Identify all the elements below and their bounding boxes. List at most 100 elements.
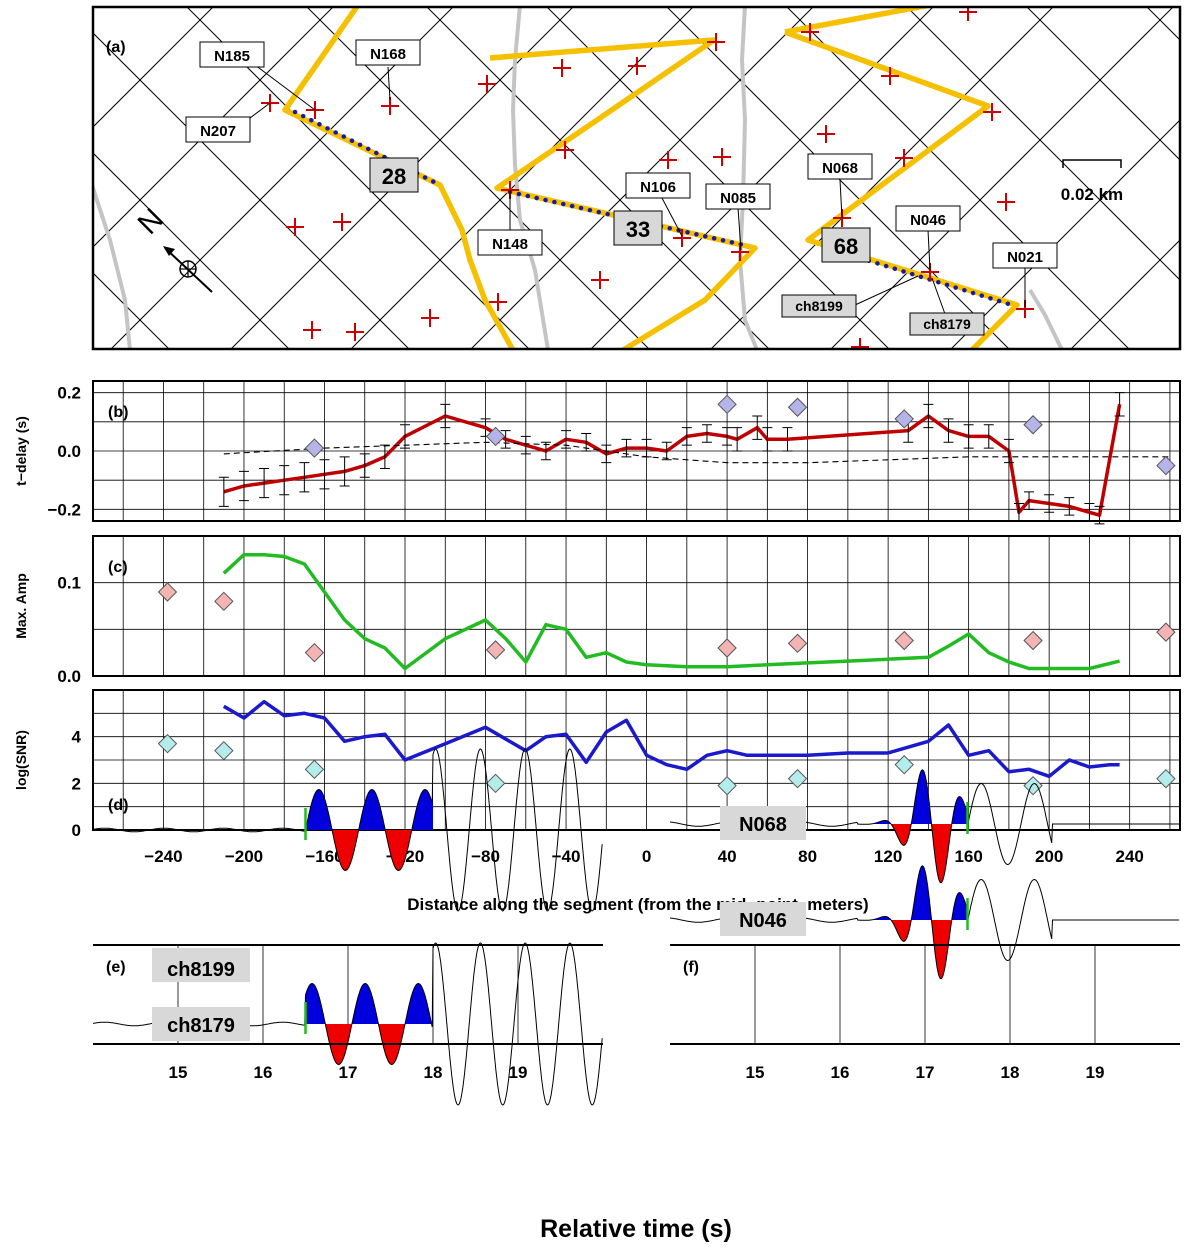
segment-number-33: 33 — [626, 217, 650, 242]
xtick-label: −240 — [144, 847, 182, 866]
panel-label-b: (b) — [108, 404, 128, 421]
error-bar — [722, 427, 733, 446]
node-marker — [997, 193, 1015, 211]
channel-box-ch8199 — [781, 294, 857, 318]
diamond-point — [894, 754, 914, 775]
error-bar — [752, 415, 763, 440]
series-line — [223, 403, 1122, 517]
node-marker — [286, 218, 304, 236]
reference-line — [223, 441, 1170, 464]
panel-f: 15 16 17 18 19 N068 N046 (f) — [669, 769, 1180, 1082]
node-marker — [817, 125, 835, 143]
segment-box-28 — [369, 157, 419, 193]
cable-path-2 — [489, 37, 758, 349]
map-grid-line — [93, 7, 214, 128]
station-label-n148: N148 — [492, 236, 528, 253]
panel-c-yticks: 0.0 0.1 — [57, 574, 81, 686]
xtick-label: 120 — [874, 847, 902, 866]
panel-label-f: (f) — [683, 959, 699, 976]
leader-n046 — [927, 229, 931, 271]
panel-c-marks — [157, 552, 1176, 671]
map-grid-line — [93, 7, 94, 8]
waveform-trace — [92, 748, 603, 912]
error-bar — [1114, 392, 1125, 417]
map-grid-line — [0, 0, 100, 400]
node-marker — [881, 67, 899, 85]
waveform-negative-fill — [857, 920, 968, 979]
station-box-n106 — [625, 172, 691, 199]
diamond-point — [787, 397, 808, 417]
error-bar — [1064, 497, 1075, 516]
panel-d: 024 −240−200−160−120−80−4004080120160200… — [13, 689, 1181, 866]
waveform-negative-fill — [305, 830, 433, 871]
ytick-label: 0 — [72, 821, 81, 840]
diamond-point — [1023, 775, 1043, 796]
map-frame — [91, 5, 1182, 351]
station-box-n046 — [895, 205, 961, 232]
node-marker — [303, 321, 321, 339]
map-grid-line — [470, 7, 814, 349]
xtick-label: −80 — [471, 847, 500, 866]
station-box-n021 — [992, 242, 1058, 269]
map-grid-line — [1070, 239, 1180, 349]
error-bar — [319, 459, 330, 490]
diamond-point — [1023, 630, 1043, 651]
error-bar — [661, 441, 672, 461]
xtick-label: 40 — [718, 847, 737, 866]
ytick-label: 0.2 — [57, 384, 81, 403]
ytick-label: 0.1 — [57, 574, 81, 593]
station-box-n185 — [199, 41, 265, 68]
map-grid-line — [93, 7, 334, 248]
ytick-label: 0.0 — [57, 667, 81, 686]
panel-b-yticks: −0.2 0.0 0.2 — [47, 384, 81, 520]
xtick-label: 19 — [509, 1063, 528, 1082]
series-line — [222, 699, 1120, 779]
map-grid-line — [830, 7, 1174, 349]
waveform-negative-fill — [857, 824, 968, 883]
station-label-n021: N021 — [1007, 249, 1043, 266]
station-label-n046: N046 — [910, 212, 946, 229]
diamond-point — [304, 642, 325, 663]
diamond-point — [717, 394, 737, 415]
node-marker — [851, 338, 869, 349]
station-label-n168: N168 — [370, 46, 406, 63]
panel-b-frame — [92, 380, 1181, 522]
diamond-point — [157, 733, 178, 754]
road-2 — [510, 7, 550, 349]
xtick-label: −40 — [552, 847, 581, 866]
error-bar — [601, 444, 612, 464]
diamond-point — [717, 638, 737, 658]
leader-n185 — [254, 64, 316, 111]
segment-68-dots — [857, 255, 1015, 308]
error-bar — [963, 424, 974, 449]
cable-path-4 — [784, 29, 1020, 349]
ytick-label: −0.2 — [47, 500, 81, 519]
segment-number-28: 28 — [382, 164, 406, 189]
trace-label-ch8179: ch8179 — [167, 1015, 235, 1037]
channel-label-ch8199: ch8199 — [795, 298, 843, 314]
trace-label-n068: N068 — [739, 814, 787, 836]
xtick-label: 19 — [1086, 1063, 1105, 1082]
station-label-n106: N106 — [640, 179, 676, 196]
panel-c-ylabel: Max. Amp — [13, 573, 29, 639]
diamond-point — [304, 759, 325, 780]
error-bar — [540, 441, 551, 461]
panel-label-c: (c) — [108, 559, 128, 576]
waveform-negative-fill — [305, 1024, 433, 1065]
diamond-point — [485, 773, 506, 794]
ytick-label: 2 — [72, 774, 81, 793]
trace-label-ch8199: ch8199 — [167, 959, 235, 981]
xtick-label: −160 — [305, 847, 343, 866]
segment-numbers: 28 33 68 — [369, 157, 871, 263]
scale-label: 0.02 km — [1061, 185, 1123, 204]
xtick-label: 15 — [169, 1063, 188, 1082]
diamond-point — [157, 582, 178, 602]
node-marker — [707, 33, 725, 51]
diamond-point — [304, 438, 325, 458]
diamond-point — [1156, 622, 1176, 642]
xtick-label: 16 — [831, 1063, 850, 1082]
error-bar — [299, 462, 310, 493]
panel-b: −0.2 0.0 0.2 (b) t−delay (s) — [13, 380, 1181, 525]
error-bar — [218, 476, 229, 507]
